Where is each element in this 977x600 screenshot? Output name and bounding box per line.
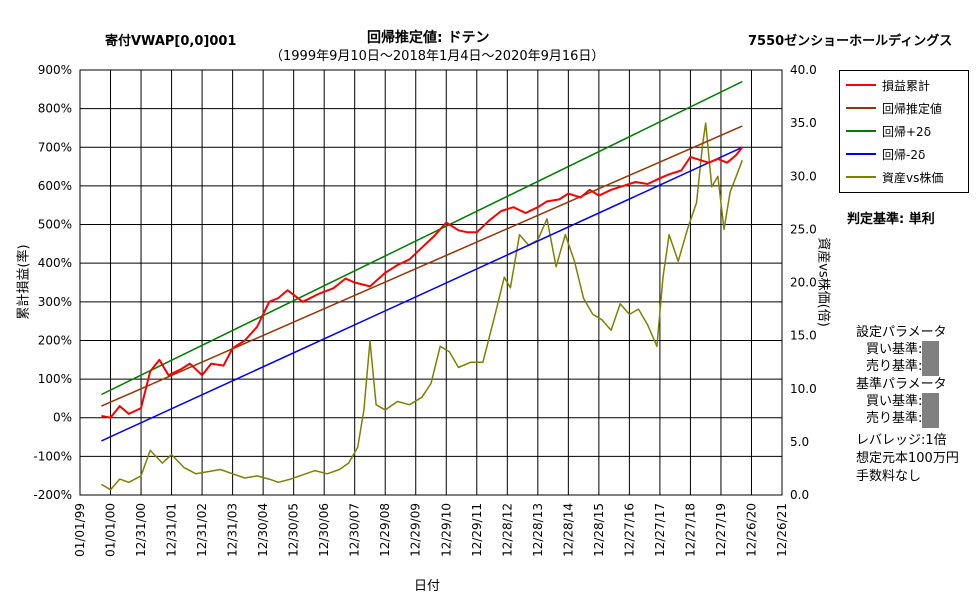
y-left-tick-label: 0%: [53, 411, 72, 425]
x-tick-label: 12/30/05: [287, 503, 301, 557]
y-right-tick-label: 35.0: [790, 116, 817, 130]
legend-line-asset-ratio: [846, 176, 876, 178]
base-buy-label: 買い基準:: [866, 394, 923, 409]
settings-buy-row: 買い基準:: [866, 338, 940, 359]
legend-label-pnl: 損益累計: [882, 79, 931, 93]
settings-sell-value: [922, 357, 940, 376]
x-tick-label: 12/27/16: [622, 503, 636, 557]
y-right-tick-label: 20.0: [790, 276, 817, 290]
capital: 想定元本100万円: [856, 451, 959, 466]
fees: 手数料なし: [856, 469, 922, 484]
x-tick-label: 12/31/02: [195, 503, 209, 557]
y-right-axis-label: 資産vs株価(倍): [815, 237, 831, 327]
y-left-tick-label: -100%: [33, 449, 72, 463]
legend-label-minus2: 回帰-2δ: [882, 148, 926, 162]
y-left-tick-label: 800%: [38, 102, 72, 116]
x-tick-label: 12/31/01: [165, 503, 179, 557]
judge-criterion: 判定基準: 単利: [847, 212, 935, 227]
y-right-tick-label: 0.0: [790, 488, 809, 502]
plot-area: [80, 70, 782, 495]
leverage: レバレッジ:1倍: [856, 433, 947, 448]
y-right-tick-label: 30.0: [790, 169, 817, 183]
settings-title: 設定パラメータ: [856, 325, 947, 340]
x-tick-label: 12/28/14: [561, 503, 575, 557]
x-axis-label: 日付: [414, 579, 441, 594]
x-tick-label: 12/29/08: [378, 503, 392, 557]
legend-line-minus2: [846, 153, 876, 155]
series-line-asset-ratio: [101, 122, 744, 491]
y-right-tick-label: 15.0: [790, 329, 817, 343]
y-left-tick-label: 200%: [38, 333, 72, 347]
base-sell-value: [922, 409, 940, 428]
series-line-plus2: [101, 80, 743, 396]
chart-title: 回帰推定値: ドテン: [367, 30, 490, 46]
x-tick-label: 12/29/11: [470, 503, 484, 557]
legend-label-asset-ratio: 資産vs株価: [882, 171, 944, 185]
settings-buy-value: [922, 340, 940, 359]
legend-line-pnl: [846, 84, 876, 86]
y-right-tick-label: 10.0: [790, 382, 817, 396]
y-right-tick-label: 40.0: [790, 63, 817, 77]
y-right-tick-label: 5.0: [790, 435, 809, 449]
x-tick-label: 12/28/12: [500, 503, 514, 557]
series-line-pnl: [101, 146, 744, 419]
x-tick-label: 12/27/17: [653, 503, 667, 557]
series-line-minus2: [101, 146, 743, 442]
base-buy-value: [922, 392, 940, 411]
x-tick-label: 12/26/20: [744, 503, 758, 557]
y-left-tick-label: 700%: [38, 140, 72, 154]
x-tick-label: 12/31/00: [134, 503, 148, 557]
x-tick-label: 12/30/04: [256, 503, 270, 557]
settings-sell-label: 売り基準:: [866, 359, 923, 374]
y-left-tick-label: 300%: [38, 295, 72, 309]
y-left-tick-label: 400%: [38, 256, 72, 270]
chart-subtitle: （1999年9月10日～2018年1月4日～2020年9月16日）: [270, 49, 605, 64]
x-tick-label: 12/31/03: [226, 503, 240, 557]
legend-line-regression: [846, 107, 876, 109]
y-left-tick-label: 900%: [38, 63, 72, 77]
base-sell-label: 売り基準:: [866, 411, 923, 426]
base-sell-row: 売り基準:: [866, 407, 940, 428]
stock-name: 7550ゼンショーホールディングス: [748, 34, 953, 49]
strategy-title: 寄付VWAP[0,0]001: [105, 34, 237, 49]
base-title: 基準パラメータ: [856, 377, 947, 392]
legend-line-plus2: [846, 130, 876, 132]
x-tick-label: 01/01/99: [73, 503, 87, 557]
x-tick-label: 01/01/00: [104, 503, 118, 557]
x-tick-label: 12/26/21: [775, 503, 789, 557]
x-tick-label: 12/27/19: [714, 503, 728, 557]
settings-buy-label: 買い基準:: [866, 342, 923, 357]
y-right-tick-label: 25.0: [790, 222, 817, 236]
x-tick-label: 12/29/10: [439, 503, 453, 557]
base-buy-row: 買い基準:: [866, 390, 940, 411]
x-tick-label: 12/27/18: [683, 503, 697, 557]
x-tick-label: 12/28/13: [531, 503, 545, 557]
y-left-axis-label: 累計損益(率): [16, 244, 32, 320]
x-tick-label: 12/29/09: [409, 503, 423, 557]
x-tick-label: 12/30/07: [348, 503, 362, 557]
legend: 損益累計 回帰推定値 回帰+2δ 回帰-2δ 資産vs株価: [839, 70, 969, 193]
settings-sell-row: 売り基準:: [866, 355, 940, 376]
legend-label-regression: 回帰推定値: [882, 102, 943, 116]
plot-border: [79, 69, 783, 496]
series-line-regression: [101, 125, 743, 407]
y-left-tick-label: -200%: [33, 488, 72, 502]
y-left-tick-label: 500%: [38, 218, 72, 232]
x-tick-label: 12/28/15: [592, 503, 606, 557]
y-left-tick-label: 600%: [38, 179, 72, 193]
legend-label-plus2: 回帰+2δ: [882, 125, 932, 139]
y-left-tick-label: 100%: [38, 372, 72, 386]
x-tick-label: 12/30/06: [317, 503, 331, 557]
